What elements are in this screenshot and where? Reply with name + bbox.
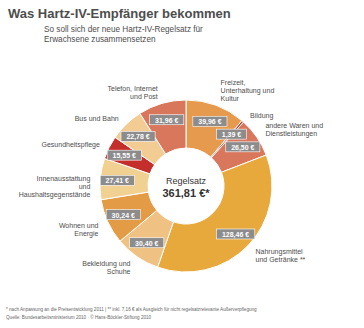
- value-box: [226, 142, 260, 152]
- category-label: Wohnen undEnergie: [59, 222, 99, 238]
- data-label: 39,96 €: [198, 118, 221, 126]
- category-label: andere Waren undDienstleistungen: [265, 122, 323, 138]
- value-box: [100, 175, 134, 185]
- value-box: [130, 238, 164, 248]
- category-label: Bus und Bahn: [75, 115, 119, 122]
- chart: Was Hartz-IV-Empfänger bekommen So soll s…: [0, 0, 364, 328]
- slice: [101, 192, 157, 241]
- value-box: [150, 115, 184, 125]
- data-label: 128,46 €: [222, 231, 249, 239]
- value-box: [217, 129, 247, 139]
- data-label: 31,96 €: [155, 117, 178, 125]
- value-box: [121, 131, 155, 141]
- value-box: [107, 150, 141, 160]
- center-label: Regelsatz: [166, 176, 207, 186]
- data-label: 30,24 €: [112, 212, 135, 220]
- category-label: Gesundheitspflege: [42, 141, 100, 149]
- category-label: Bildung: [250, 112, 273, 120]
- chart-root: Was Hartz-IV-Empfänger bekommen So soll s…: [0, 0, 364, 328]
- data-label: 30,40 €: [135, 240, 158, 248]
- source: Quelle: Bundesarbeitsministerium 2010 · …: [6, 314, 152, 320]
- center-hole: [149, 149, 223, 223]
- category-label: Telefon, Internetund Post: [108, 85, 158, 100]
- category-label: InnenausstattungundHaushaltsgegenstände: [19, 175, 91, 199]
- category-label: Freizeit,Unterhaltung undKultur: [221, 79, 275, 102]
- center-value: 361,81 €*: [162, 187, 210, 199]
- data-label: 1,39 €: [222, 131, 242, 139]
- slices: [100, 100, 272, 272]
- title: Was Hartz-IV-Empfänger bekommen: [8, 6, 231, 21]
- data-label: 27,41 €: [106, 177, 129, 185]
- value-box: [106, 210, 140, 220]
- value-box: [216, 229, 254, 239]
- data-label: 22,78 €: [126, 133, 149, 141]
- category-label: Nahrungsmittelund Getränke **: [256, 248, 306, 263]
- slice: [140, 100, 186, 154]
- footnote: * nach Anpassung an die Preisentwicklung…: [6, 307, 257, 312]
- value-box: [193, 116, 227, 126]
- background: [0, 0, 364, 328]
- subtitle: So soll sich der neue Hartz-IV-Regelsatz…: [44, 25, 203, 44]
- category-label: Bekleidung undSchuhe: [82, 260, 130, 275]
- data-label: 26,50 €: [231, 144, 254, 152]
- data-label: 15,55 €: [113, 152, 136, 160]
